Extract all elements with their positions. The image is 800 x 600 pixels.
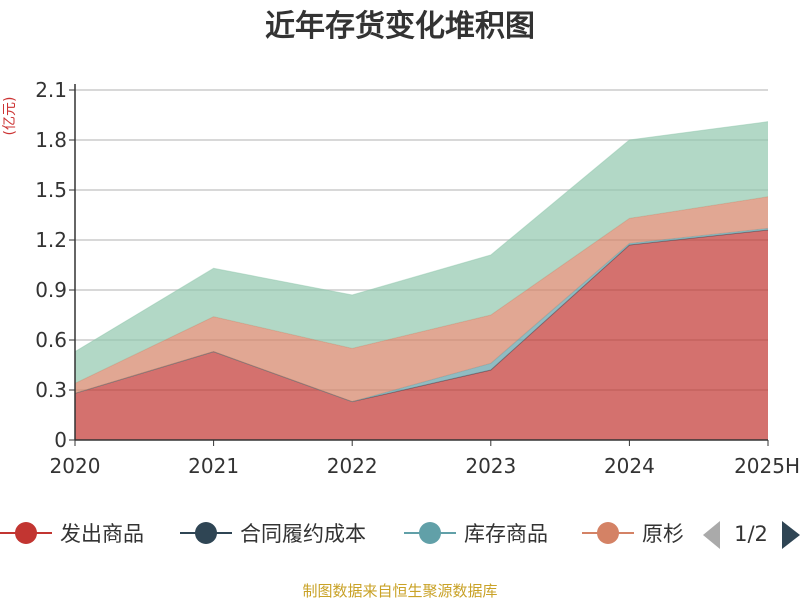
- x-tick-label: 2022: [327, 454, 378, 478]
- legend-marker-icon: [597, 522, 619, 544]
- legend-item[interactable]: 原杉: [582, 522, 684, 546]
- legend-label: 发出商品: [60, 522, 144, 546]
- axes: 0 0.3 0.6 0.9 1.2 1.5 1.8 2.1 2020 2021 2022 2023 20…: [35, 78, 800, 478]
- y-tick-label: 0.3: [35, 378, 67, 402]
- x-tick-label: 2021: [188, 454, 239, 478]
- legend-page-indicator: 1/2: [734, 522, 768, 546]
- legend-label: 库存商品: [464, 522, 548, 546]
- legend-item[interactable]: 发出商品: [0, 522, 144, 546]
- x-tick-label: 2024: [604, 454, 655, 478]
- series-top-area: [75, 121, 768, 384]
- legend-label: 合同履约成本: [240, 522, 366, 546]
- legend-label: 原杉: [642, 522, 684, 546]
- legend-prev-page-icon[interactable]: [703, 521, 720, 549]
- legend-marker-icon: [15, 522, 37, 544]
- y-tick-label: 2.1: [35, 78, 67, 102]
- x-tick-label: 2023: [465, 454, 516, 478]
- y-tick-label: 0: [54, 428, 67, 452]
- series-3-area: [75, 196, 768, 402]
- x-tick-label: 2025H: [734, 454, 800, 478]
- y-axis-unit: (亿元): [2, 97, 18, 136]
- legend-item[interactable]: 合同履约成本: [180, 522, 366, 546]
- footer-source: 制图数据来自恒生聚源数据库: [302, 582, 497, 600]
- y-tick-label: 1.5: [35, 178, 67, 202]
- series-0-area: [75, 230, 768, 440]
- x-tick-label: 2020: [50, 454, 101, 478]
- legend-next-page-icon[interactable]: [782, 521, 800, 549]
- series-top-line: [74, 121, 769, 353]
- legend-item[interactable]: 库存商品: [404, 522, 548, 546]
- y-tick-label: 0.9: [35, 278, 67, 302]
- legend-marker-icon: [195, 522, 217, 544]
- area-series-group: [74, 121, 769, 440]
- legend-clip-mask: [684, 510, 704, 560]
- y-tick-label: 1.2: [35, 228, 67, 252]
- chart-title: 近年存货变化堆积图: [265, 9, 535, 44]
- legend: 发出商品 合同履约成本 库存商品 原杉 1/2: [0, 510, 800, 560]
- y-tick-label: 0.6: [35, 328, 67, 352]
- y-tick-label: 1.8: [35, 128, 67, 152]
- legend-marker-icon: [419, 522, 441, 544]
